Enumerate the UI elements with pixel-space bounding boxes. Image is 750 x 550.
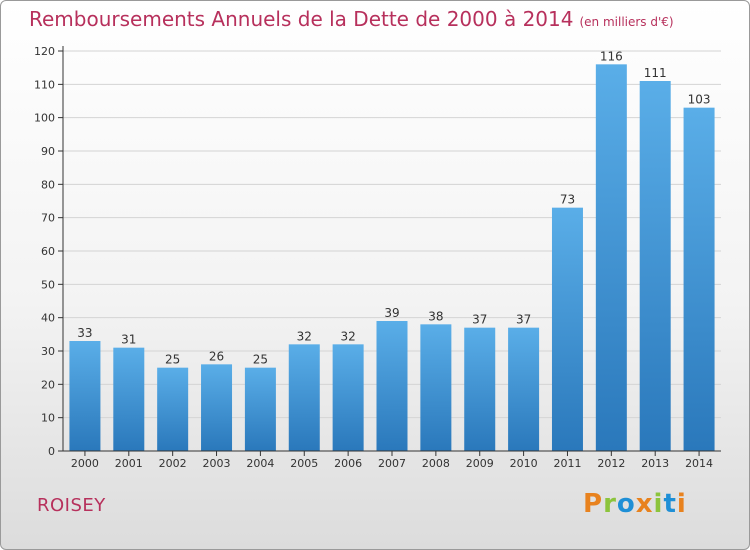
x-tick-label: 2000 [71, 457, 99, 470]
x-tick-label: 2008 [422, 457, 450, 470]
bar [464, 327, 496, 451]
proxiti-logo: Proxiti [583, 489, 687, 519]
data-label: 103 [688, 93, 711, 107]
data-label: 33 [77, 326, 92, 340]
x-tick-label: 2005 [290, 457, 318, 470]
data-label: 73 [560, 193, 575, 207]
y-tick-label: 0 [48, 445, 55, 458]
x-tick-label: 2009 [466, 457, 494, 470]
x-tick-label: 2001 [115, 457, 143, 470]
x-tick-label: 2007 [378, 457, 406, 470]
bar [376, 321, 408, 451]
x-tick-label: 2013 [641, 457, 669, 470]
data-label: 25 [165, 353, 180, 367]
data-label: 38 [428, 309, 443, 323]
place-name: ROISEY [37, 495, 106, 516]
x-tick-label: 2010 [510, 457, 538, 470]
chart-unit: (en milliers d'€) [579, 15, 674, 29]
y-tick-label: 60 [41, 245, 55, 258]
data-label: 116 [600, 49, 623, 63]
data-label: 37 [516, 313, 531, 327]
bar [288, 344, 320, 451]
y-tick-label: 10 [41, 412, 55, 425]
y-tick-label: 70 [41, 212, 55, 225]
bar [69, 341, 101, 451]
bar [508, 327, 540, 451]
data-label: 39 [384, 306, 399, 320]
y-tick-label: 30 [41, 345, 55, 358]
chart-title-text: Remboursements Annuels de la Dette de 20… [29, 7, 574, 31]
logo-letter: i [676, 489, 687, 519]
y-tick-label: 50 [41, 278, 55, 291]
x-tick-label: 2012 [597, 457, 625, 470]
x-tick-label: 2011 [553, 457, 581, 470]
y-tick-label: 80 [41, 178, 55, 191]
bar [420, 324, 452, 451]
x-tick-label: 2014 [685, 457, 713, 470]
data-label: 37 [472, 313, 487, 327]
data-label: 31 [121, 333, 136, 347]
y-tick-label: 110 [34, 78, 55, 91]
y-tick-label: 20 [41, 378, 55, 391]
bar [201, 364, 233, 451]
bar [551, 207, 583, 451]
data-label: 32 [340, 329, 355, 343]
logo-letter: x [635, 489, 654, 519]
bar [683, 107, 715, 452]
x-tick-label: 2004 [246, 457, 274, 470]
x-tick-label: 2002 [159, 457, 187, 470]
logo-letter: P [583, 489, 604, 519]
bar [595, 64, 627, 452]
logo-letter: r [603, 489, 617, 519]
data-label: 32 [297, 329, 312, 343]
bar [113, 347, 145, 451]
y-tick-label: 90 [41, 145, 55, 158]
bar [244, 367, 276, 451]
logo-letter: i [653, 489, 664, 519]
y-tick-label: 100 [34, 112, 55, 125]
x-tick-label: 2006 [334, 457, 362, 470]
logo-letter: o [616, 489, 636, 519]
y-tick-label: 120 [34, 45, 55, 58]
bar [157, 367, 189, 451]
data-label: 25 [253, 353, 268, 367]
chart-title: Remboursements Annuels de la Dette de 20… [29, 7, 674, 31]
data-label: 111 [644, 66, 667, 80]
bar [332, 344, 364, 451]
x-tick-label: 2003 [203, 457, 231, 470]
logo-letter: t [663, 489, 677, 519]
data-label: 26 [209, 349, 224, 363]
bar [639, 81, 671, 451]
y-tick-label: 40 [41, 312, 55, 325]
